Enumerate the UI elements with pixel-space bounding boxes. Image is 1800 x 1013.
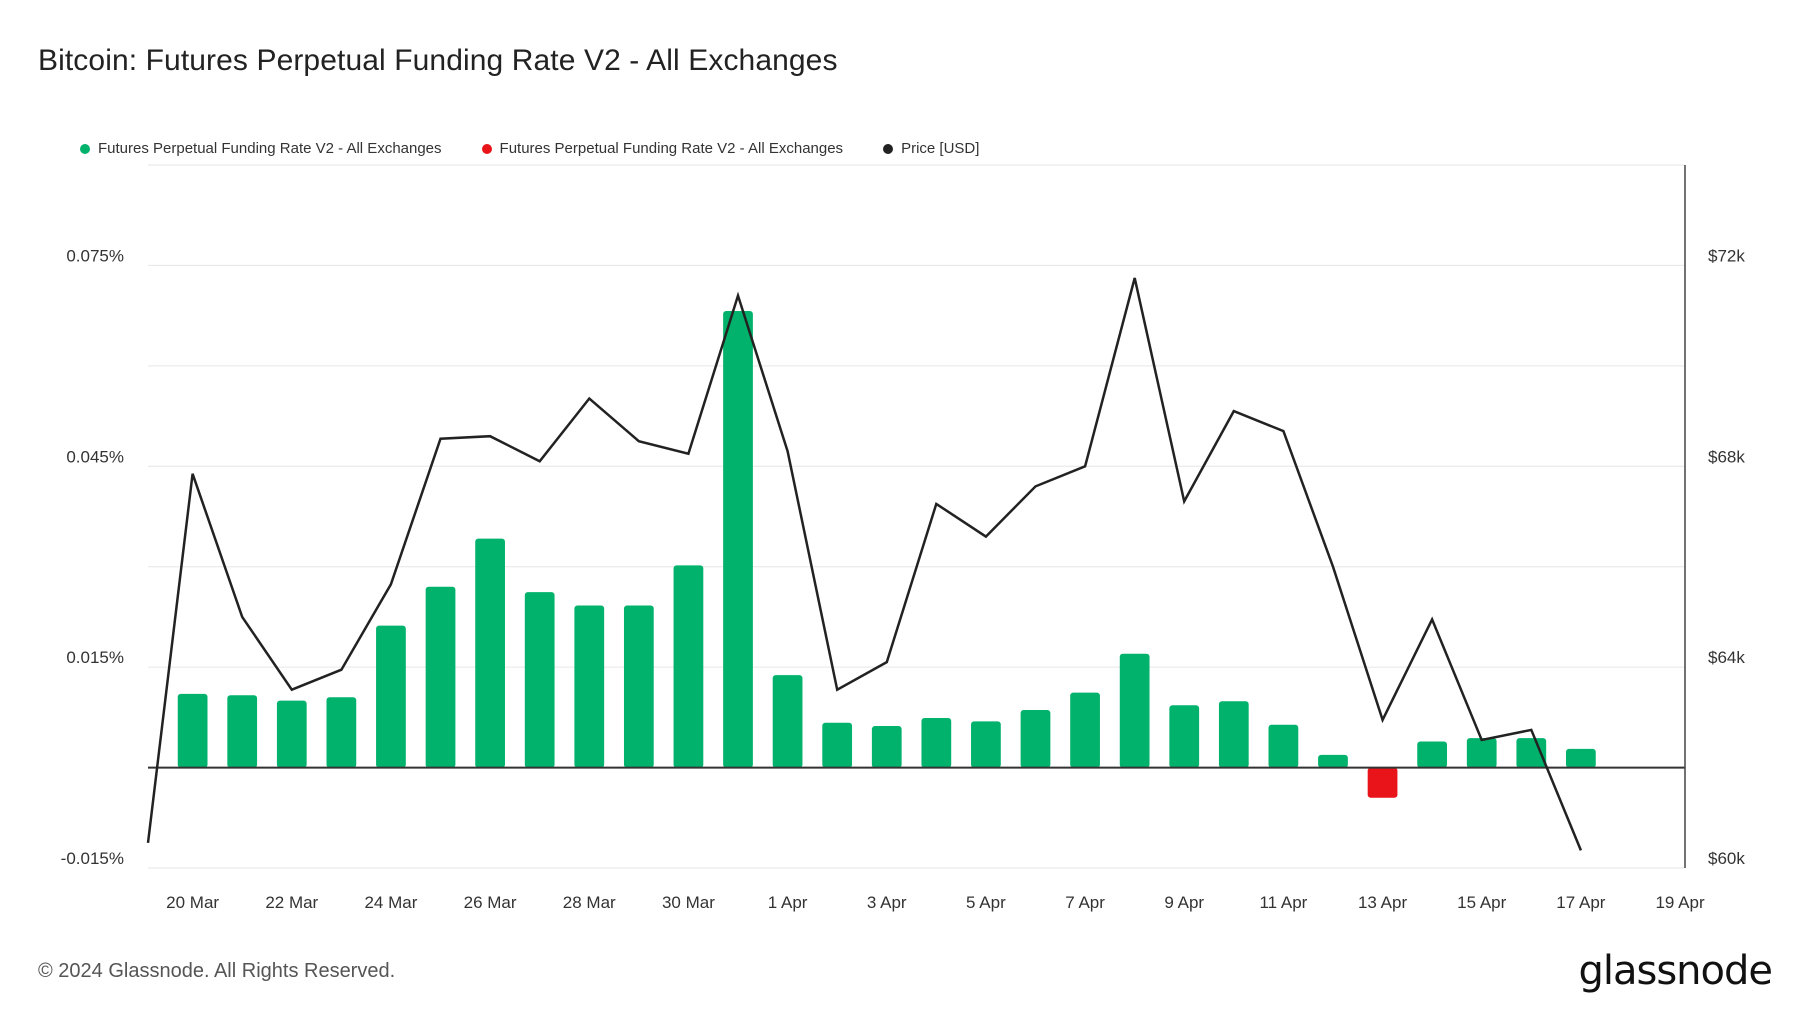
funding-bar-positive [1466, 738, 1497, 768]
legend-label: Futures Perpetual Funding Rate V2 - All … [499, 140, 844, 157]
y-right-tick-label: $60k [1708, 849, 1745, 868]
funding-bar-positive [326, 697, 357, 768]
x-tick-label: 28 Mar [563, 893, 616, 912]
legend-dot-black [883, 143, 894, 154]
funding-bar-positive [376, 625, 406, 768]
x-tick-label: 15 Apr [1457, 893, 1506, 912]
funding-bar-positive [673, 565, 704, 768]
price-line-group [146, 277, 1583, 851]
funding-bar-positive [1566, 748, 1596, 768]
funding-bar-positive [425, 586, 456, 768]
funding-bar-positive [921, 718, 952, 768]
funding-bar-positive [971, 721, 1001, 768]
y-left-tick-label: 0.045% [66, 447, 124, 466]
funding-bar-positive [1318, 754, 1348, 768]
y-right-tick-label: $68k [1708, 447, 1745, 466]
legend-item-price[interactable]: Price [USD] [883, 140, 979, 157]
funding-bar-positive [475, 538, 505, 768]
legend: Futures Perpetual Funding Rate V2 - All … [80, 140, 979, 157]
axes: 0.075% 0.045% 0.015% -0.015% $72k $68k $64k $60… [61, 165, 1745, 912]
funding-bar-negative [1367, 767, 1398, 798]
funding-bar-positive [276, 700, 307, 768]
funding-bar-positive [227, 695, 258, 768]
funding-bar-positive [574, 605, 605, 768]
funding-bar-positive [1218, 701, 1249, 768]
funding-bar-positive [723, 310, 753, 768]
x-tick-label: 17 Apr [1556, 893, 1605, 912]
y-right-tick-label: $72k [1708, 246, 1745, 265]
y-left-tick-label: -0.015% [61, 849, 124, 868]
funding-bar-positive [1119, 653, 1150, 768]
x-tick-label: 7 Apr [1065, 893, 1105, 912]
funding-bar-positive [772, 675, 803, 768]
legend-label: Futures Perpetual Funding Rate V2 - All … [98, 140, 442, 157]
chart-title: Bitcoin: Futures Perpetual Funding Rate … [38, 44, 838, 77]
funding-bar-positive [1020, 709, 1051, 768]
x-tick-label: 11 Apr [1259, 893, 1307, 912]
x-tick-label: 24 Mar [364, 893, 417, 912]
glassnode-logo: glassnode [1578, 948, 1773, 994]
funding-bar-positive [1070, 692, 1100, 768]
funding-bar-positive [1169, 705, 1200, 768]
x-tick-label: 9 Apr [1164, 893, 1204, 912]
x-tick-label: 5 Apr [966, 893, 1006, 912]
y-left-tick-label: 0.015% [66, 648, 124, 667]
funding-bar-positive [623, 605, 654, 768]
x-tick-label: 13 Apr [1358, 893, 1407, 912]
x-tick-label: 3 Apr [867, 893, 907, 912]
legend-item-funding-positive[interactable]: Futures Perpetual Funding Rate V2 - All … [80, 140, 442, 157]
legend-item-funding-negative[interactable]: Futures Perpetual Funding Rate V2 - All … [481, 140, 844, 157]
y-right-tick-label: $64k [1708, 648, 1745, 667]
funding-bar-positive [1268, 724, 1299, 768]
legend-label: Price [USD] [901, 140, 980, 157]
copyright-footer: © 2024 Glassnode. All Rights Reserved. [38, 960, 396, 982]
x-tick-label: 20 Mar [166, 893, 219, 912]
funding-bar-positive [822, 722, 853, 768]
legend-dot-green [80, 143, 90, 154]
y-left-tick-label: 0.075% [66, 246, 124, 265]
funding-bar-positive [177, 693, 208, 768]
funding-rate-bars [177, 310, 1596, 798]
x-tick-label: 26 Mar [464, 893, 517, 912]
x-tick-label: 22 Mar [265, 893, 318, 912]
funding-bar-positive [1417, 741, 1448, 768]
x-tick-label: 1 Apr [768, 893, 808, 912]
funding-bar-positive [524, 592, 555, 768]
legend-dot-red [481, 143, 492, 154]
funding-bar-positive [871, 726, 902, 768]
x-tick-label: 30 Mar [662, 893, 715, 912]
price-line [146, 277, 1583, 851]
x-tick-label: 19 Apr [1655, 893, 1704, 912]
